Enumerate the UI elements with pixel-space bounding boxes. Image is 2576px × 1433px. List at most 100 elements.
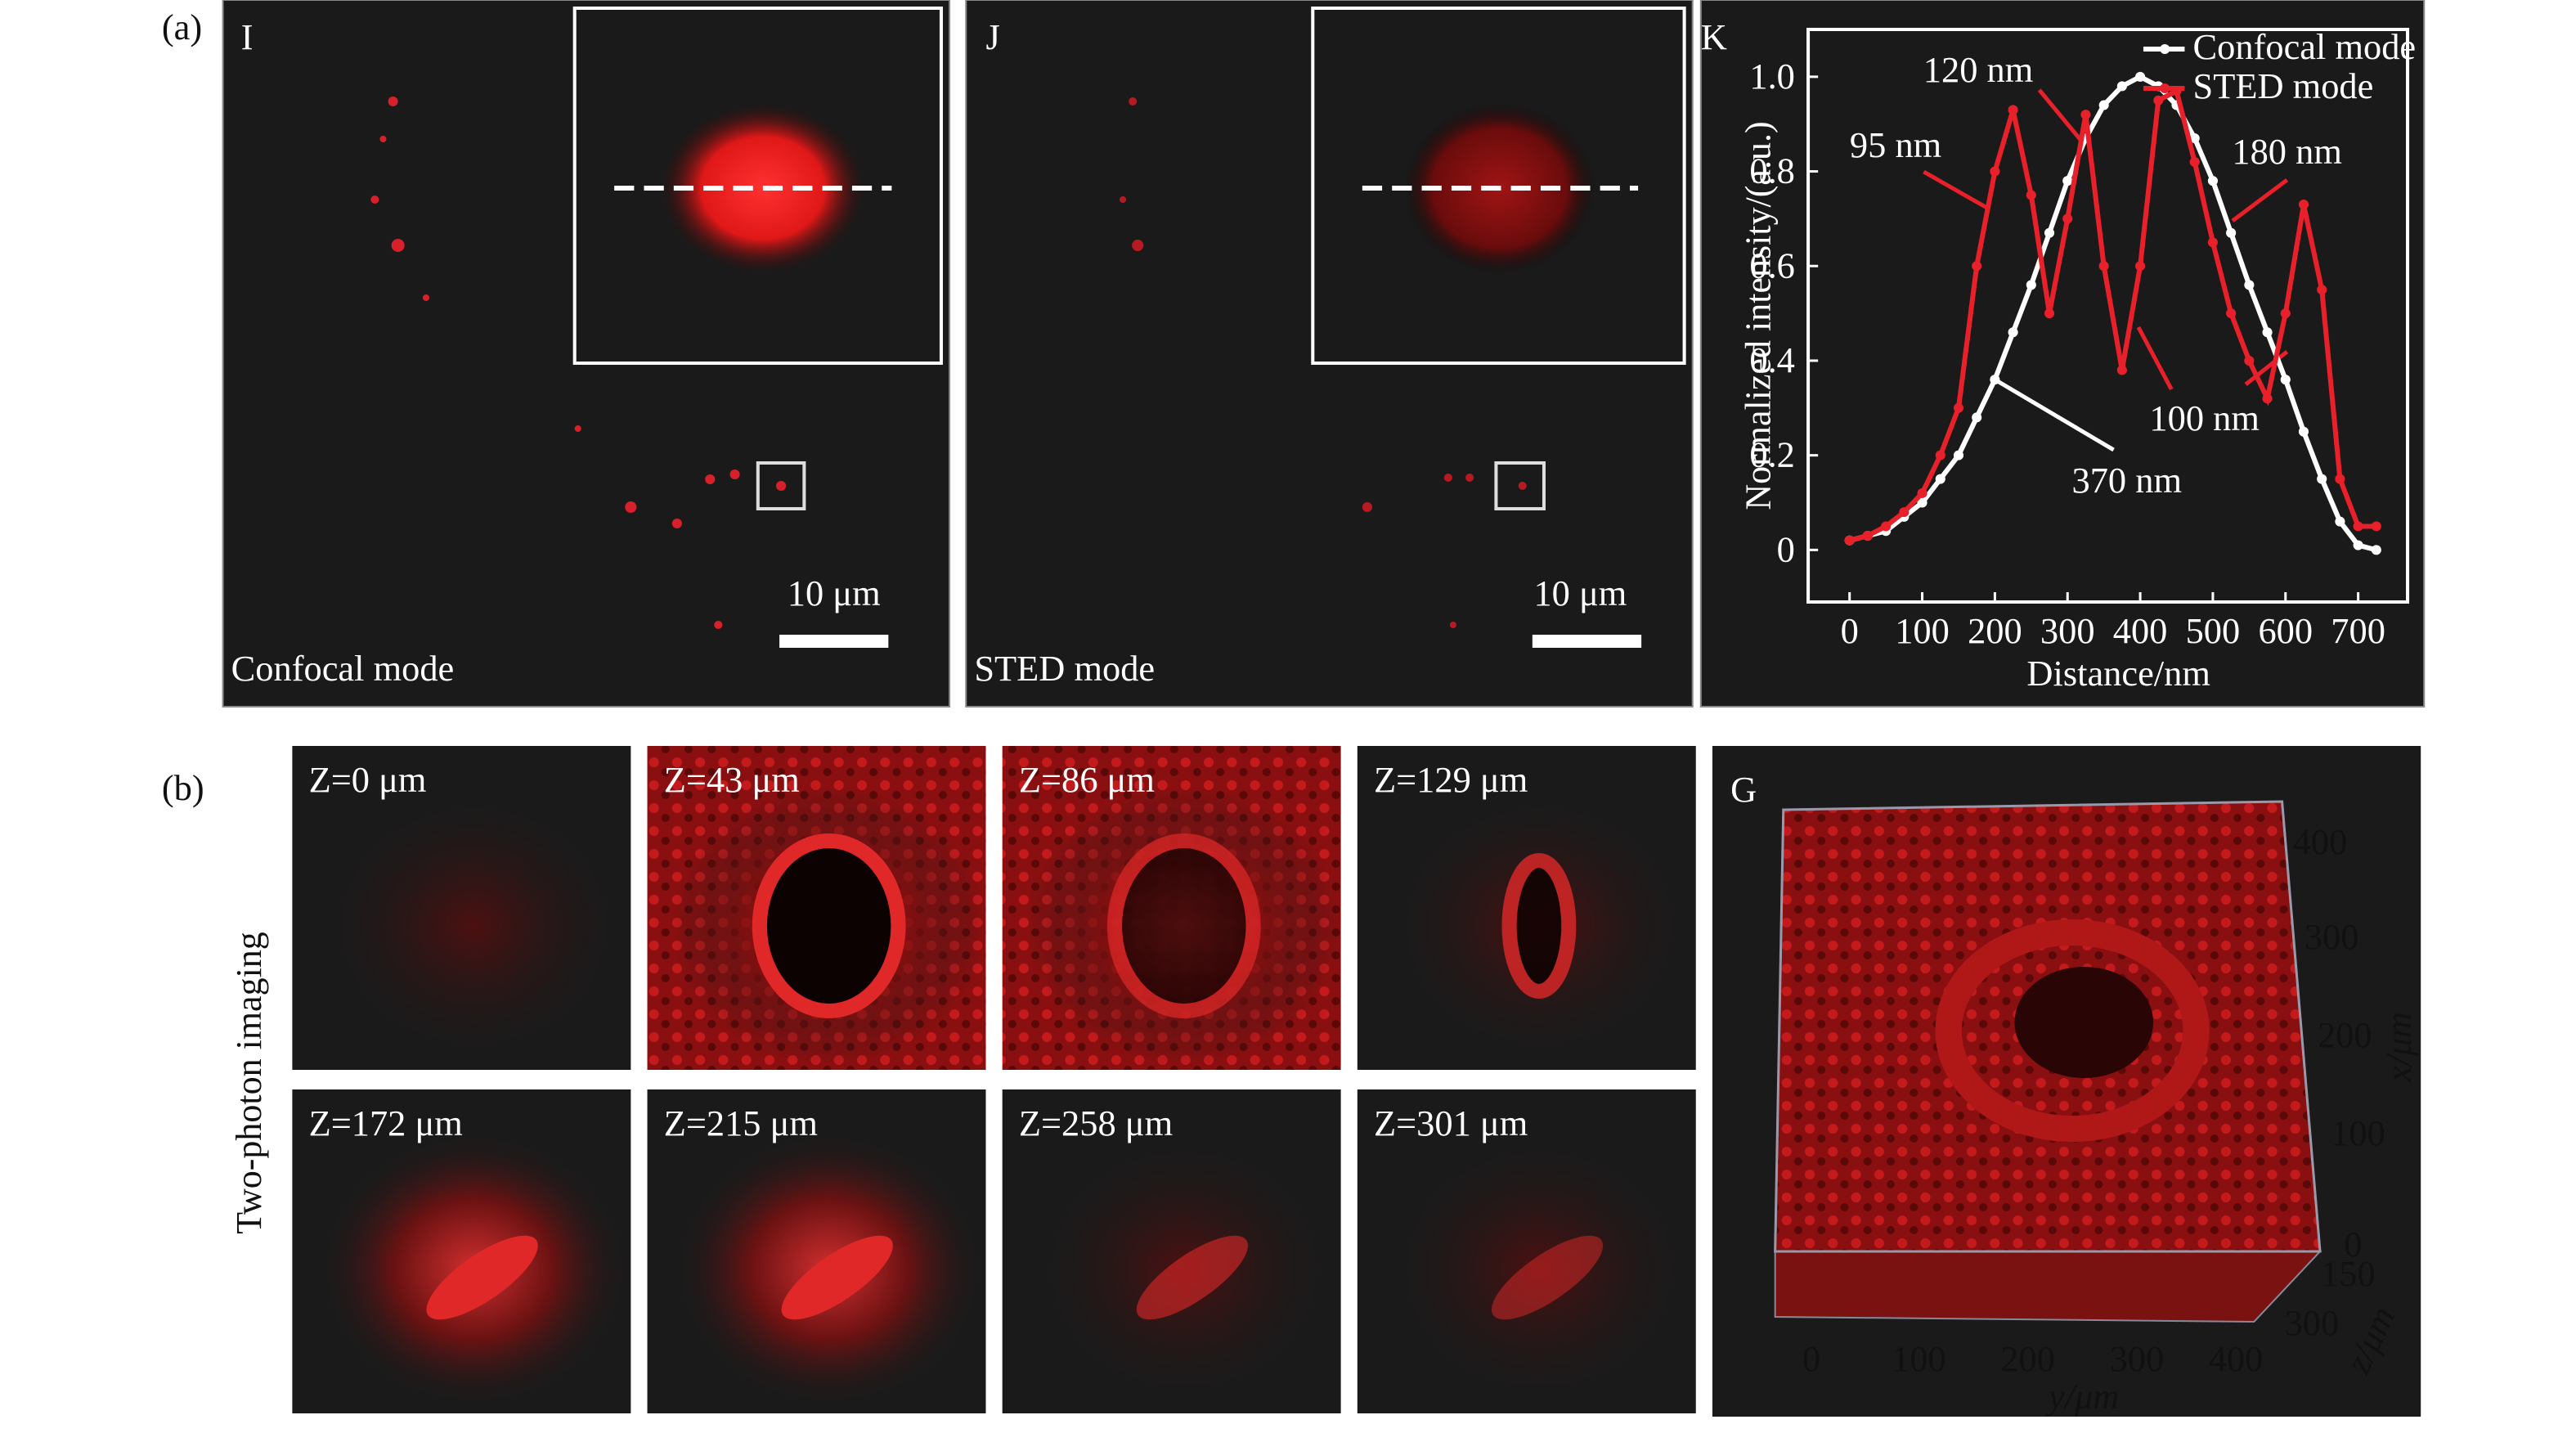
series-marker <box>2353 521 2363 532</box>
series-marker <box>1844 535 1855 546</box>
series-marker <box>2044 308 2055 319</box>
image-caption: Confocal mode <box>231 649 455 689</box>
image-caption: STED mode <box>974 649 1155 689</box>
vessel-lumen <box>2014 967 2154 1078</box>
annotation: 180 nm <box>2232 132 2341 172</box>
series-marker <box>2189 156 2200 167</box>
two-photon-grid: Z=0 μm Z=43 μm Z=86 μm Z=129 μm Z=172 μm Z=21… <box>292 746 1696 1413</box>
series-marker <box>2335 516 2345 527</box>
y-axis-title: Normalized intensity/(a.u.) <box>1738 121 1778 510</box>
legend-swatch-marker <box>2160 44 2170 54</box>
volume-side <box>1774 1251 2322 1323</box>
series-marker <box>1972 412 1982 423</box>
annotation: 370 nm <box>2072 460 2182 501</box>
x-tick-label: 400 <box>2113 611 2168 651</box>
slice-label: Z=172 μm <box>309 1103 463 1143</box>
x-axis-title: Distance/nm <box>2026 654 2210 694</box>
scale-bar-label: 10 μm <box>1533 573 1627 613</box>
annotation-arrows <box>1923 88 2289 391</box>
annotation: 100 nm <box>2149 398 2259 438</box>
series-marker <box>2062 213 2073 224</box>
tile-glow <box>316 787 631 1065</box>
series-marker <box>2098 100 2109 110</box>
series-marker <box>1953 402 1964 413</box>
x-tick-label: 300 <box>2304 917 2359 957</box>
slice-label: Z=215 μm <box>664 1103 818 1143</box>
series-line <box>1848 87 2376 543</box>
signal <box>1491 1235 1604 1320</box>
legend-label: STED mode <box>2193 66 2374 106</box>
row-title: Two-photon imaging <box>229 932 269 1234</box>
annotation: 120 nm <box>1923 50 2033 90</box>
series-marker <box>2135 261 2146 272</box>
series-marker <box>2116 365 2127 375</box>
z-tick-label: 150 <box>2321 1254 2376 1294</box>
y-tick-label: 200 <box>2000 1339 2055 1379</box>
series-marker <box>2280 375 2291 385</box>
vessel <box>1935 919 2210 1142</box>
x-tick-label: 600 <box>2258 611 2313 651</box>
series-marker <box>2116 81 2127 92</box>
series-marker <box>2244 355 2255 366</box>
legend-label: Confocal mode <box>2193 27 2417 67</box>
series-marker <box>1935 474 1945 484</box>
y-tick-label: 300 <box>2110 1339 2165 1379</box>
series-marker <box>2008 105 2018 115</box>
series-marker <box>2317 474 2327 484</box>
x-tick-label: 0 <box>1841 611 1859 651</box>
y-tick-label: 0.6 <box>1749 245 1795 285</box>
y-tick-label: 400 <box>2209 1339 2264 1379</box>
x-tick-label: 200 <box>1968 611 2022 651</box>
y-tick-label: 0.2 <box>1749 435 1795 475</box>
slice-label: Z=301 μm <box>1374 1103 1528 1143</box>
legend-swatch-marker <box>2160 83 2170 93</box>
series-marker <box>2262 327 2273 338</box>
x-tick-label: 500 <box>2186 611 2241 651</box>
y-tick-label: 0.8 <box>1749 151 1795 191</box>
series-marker <box>2044 227 2055 238</box>
series-marker <box>1881 521 1892 532</box>
scale-bar <box>779 635 889 648</box>
series-marker <box>2026 280 2036 290</box>
series-marker <box>2026 190 2036 200</box>
series-marker <box>2262 393 2273 404</box>
x-tick-label: 200 <box>2318 1015 2372 1055</box>
puncta <box>1120 97 1527 628</box>
x-axis-title: x/μm <box>2379 1012 2419 1083</box>
series-marker <box>2008 327 2018 338</box>
series-marker <box>2207 237 2218 248</box>
series-line <box>1848 74 2377 553</box>
panel-k: K 120 nm 95 nm 180 nm 100 nm 370 nm Dist… <box>1699 0 2426 708</box>
x-tick-label: 100 <box>1895 611 1950 651</box>
panel-i: 10 μm Confocal mode I <box>222 0 951 708</box>
series-marker <box>1990 375 2000 385</box>
x-tick-label: 0 <box>2344 1224 2362 1265</box>
scale-bar <box>1532 635 1642 648</box>
panel-j: 10 μm STED mode J <box>965 0 1694 708</box>
series-marker <box>2371 545 2381 555</box>
slice-label: Z=86 μm <box>1019 760 1155 800</box>
slice-label: Z=43 μm <box>664 760 800 800</box>
vessel-wall <box>1501 853 1577 999</box>
series-marker <box>1935 450 1945 460</box>
panel-letter: J <box>985 17 999 57</box>
y-tick-label: 1.0 <box>1749 56 1795 97</box>
panel-letter: K <box>1701 17 1727 57</box>
panel-letter: I <box>241 17 254 57</box>
vessel-wall <box>1106 833 1261 1018</box>
series-marker <box>2298 426 2309 437</box>
series-marker <box>2226 227 2237 238</box>
series-marker <box>1990 166 2000 177</box>
series-marker <box>2298 200 2309 210</box>
signal <box>426 1235 538 1320</box>
series-marker <box>1899 507 1910 518</box>
x-tick-label: 700 <box>2331 611 2385 651</box>
z-tick-label: 300 <box>2285 1303 2340 1343</box>
plot-area <box>1806 28 2410 604</box>
puncta <box>370 97 787 629</box>
series-marker <box>1917 497 1928 508</box>
series-marker <box>2153 95 2164 106</box>
slice-label: Z=258 μm <box>1019 1103 1173 1143</box>
